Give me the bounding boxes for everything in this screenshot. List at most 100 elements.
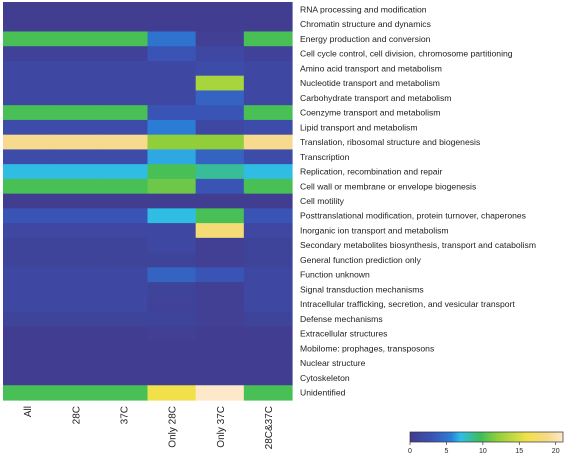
- heatmap-cell: [51, 296, 100, 313]
- heatmap-cell: [3, 134, 52, 151]
- heatmap-cell: [243, 134, 293, 151]
- heatmap-cell: [195, 134, 245, 151]
- heatmap-cell: [51, 208, 100, 224]
- heatmap-cell: [195, 2, 245, 18]
- heatmap-cell: [99, 267, 149, 283]
- row-label: Mobilome: prophages, transposons: [300, 343, 434, 353]
- heatmap-cell: [3, 385, 52, 401]
- heatmap-cell: [3, 105, 52, 121]
- heatmap-cell: [147, 193, 197, 209]
- heatmap-cell: [243, 119, 293, 136]
- heatmap-cell: [195, 355, 245, 372]
- heatmap-cell: [243, 267, 293, 283]
- heatmap-cell: [147, 2, 197, 18]
- heatmap-cell: [195, 164, 245, 180]
- heatmap-cell: [3, 355, 52, 372]
- heatmap-cell: [147, 355, 197, 372]
- row-label: Intracellular trafficking, secretion, an…: [300, 299, 515, 309]
- row-label: Coenzyme transport and metabolism: [300, 108, 440, 118]
- heatmap-cell: [243, 149, 293, 165]
- heatmap-cell: [99, 134, 149, 151]
- heatmap-cell: [195, 149, 245, 165]
- row-label: Cell motility: [300, 196, 345, 206]
- heatmap-cell: [99, 178, 149, 195]
- heatmap-cell: [147, 252, 197, 268]
- heatmap-cell: [195, 46, 245, 62]
- heatmap-cell: [243, 370, 293, 386]
- heatmap-cell: [243, 252, 293, 268]
- heatmap-cell: [99, 105, 149, 121]
- colorbar: 0 5 10 15 20: [408, 431, 564, 455]
- heatmap-cell: [99, 237, 149, 254]
- heatmap-cell: [243, 355, 293, 372]
- heatmap-cell: [51, 385, 100, 401]
- heatmap-cell: [243, 385, 293, 401]
- heatmap-cell: [147, 311, 197, 327]
- heatmap-cell: [3, 46, 52, 62]
- heatmap-cell: [147, 267, 197, 283]
- heatmap-cell: [147, 282, 197, 298]
- heatmap-cell: [147, 208, 197, 224]
- heatmap-cell: [195, 60, 245, 77]
- heatmap-cell: [195, 178, 245, 195]
- heatmap-cell: [147, 134, 197, 151]
- heatmap-cell: [3, 296, 52, 313]
- colorbar-tick-label: 10: [479, 448, 487, 455]
- heatmap-cell: [51, 267, 100, 283]
- heatmap-cell: [243, 326, 293, 342]
- row-label: Unidentified: [300, 388, 346, 398]
- heatmap-cell: [195, 237, 245, 254]
- colorbar-tick-label: 0: [408, 448, 412, 455]
- column-label: 37C: [119, 406, 130, 424]
- row-label: Chromatin structure and dynamics: [300, 19, 431, 29]
- heatmap-cell: [147, 149, 197, 165]
- row-label: Amino acid transport and metabolism: [300, 63, 442, 73]
- heatmap-cell: [147, 90, 197, 106]
- heatmap-cell: [243, 60, 293, 77]
- row-label: Transcription: [300, 152, 350, 162]
- row-label: Inorganic ion transport and metabolism: [300, 225, 449, 235]
- heatmap-cell: [195, 31, 245, 47]
- heatmap-cell: [99, 164, 149, 180]
- heatmap-cell: [51, 134, 100, 151]
- heatmap-cell: [3, 193, 52, 209]
- heatmap-cell: [3, 370, 52, 386]
- heatmap-cell: [99, 75, 149, 92]
- heatmap-cell: [51, 370, 100, 386]
- heatmap-cell: [3, 60, 52, 77]
- heatmap-cells: [3, 2, 293, 401]
- heatmap-cell: [3, 223, 52, 239]
- heatmap-cell: [51, 223, 100, 239]
- heatmap-cell: [147, 237, 197, 254]
- heatmap-cell: [147, 385, 197, 401]
- heatmap-cell: [243, 2, 293, 18]
- heatmap-cell: [195, 370, 245, 386]
- heatmap-cell: [195, 223, 245, 239]
- row-label: Lipid transport and metabolism: [300, 122, 418, 132]
- heatmap-cell: [51, 237, 100, 254]
- heatmap-cell: [195, 105, 245, 121]
- column-label: Only 37C: [216, 406, 227, 448]
- heatmap-cell: [195, 75, 245, 92]
- heatmap-cell: [99, 46, 149, 62]
- heatmap-cell: [51, 60, 100, 77]
- heatmap-cell: [243, 164, 293, 180]
- heatmap-cell: [3, 75, 52, 92]
- heatmap-cell: [243, 311, 293, 327]
- heatmap-cell: [3, 311, 52, 327]
- heatmap-cell: [147, 31, 197, 47]
- heatmap-cell: [3, 119, 52, 136]
- heatmap-cell: [51, 164, 100, 180]
- heatmap-cell: [51, 193, 100, 209]
- row-labels: RNA processing and modification Chromatin…: [300, 4, 536, 397]
- heatmap-cell: [147, 119, 197, 136]
- heatmap-cell: [3, 208, 52, 224]
- heatmap-cell: [99, 296, 149, 313]
- row-label: Defense mechanisms: [300, 314, 383, 324]
- heatmap-cell: [3, 282, 52, 298]
- heatmap-cell: [3, 267, 52, 283]
- heatmap-cell: [243, 223, 293, 239]
- heatmap-cell: [3, 341, 52, 357]
- heatmap-cell: [195, 193, 245, 209]
- heatmap-cell: [195, 311, 245, 327]
